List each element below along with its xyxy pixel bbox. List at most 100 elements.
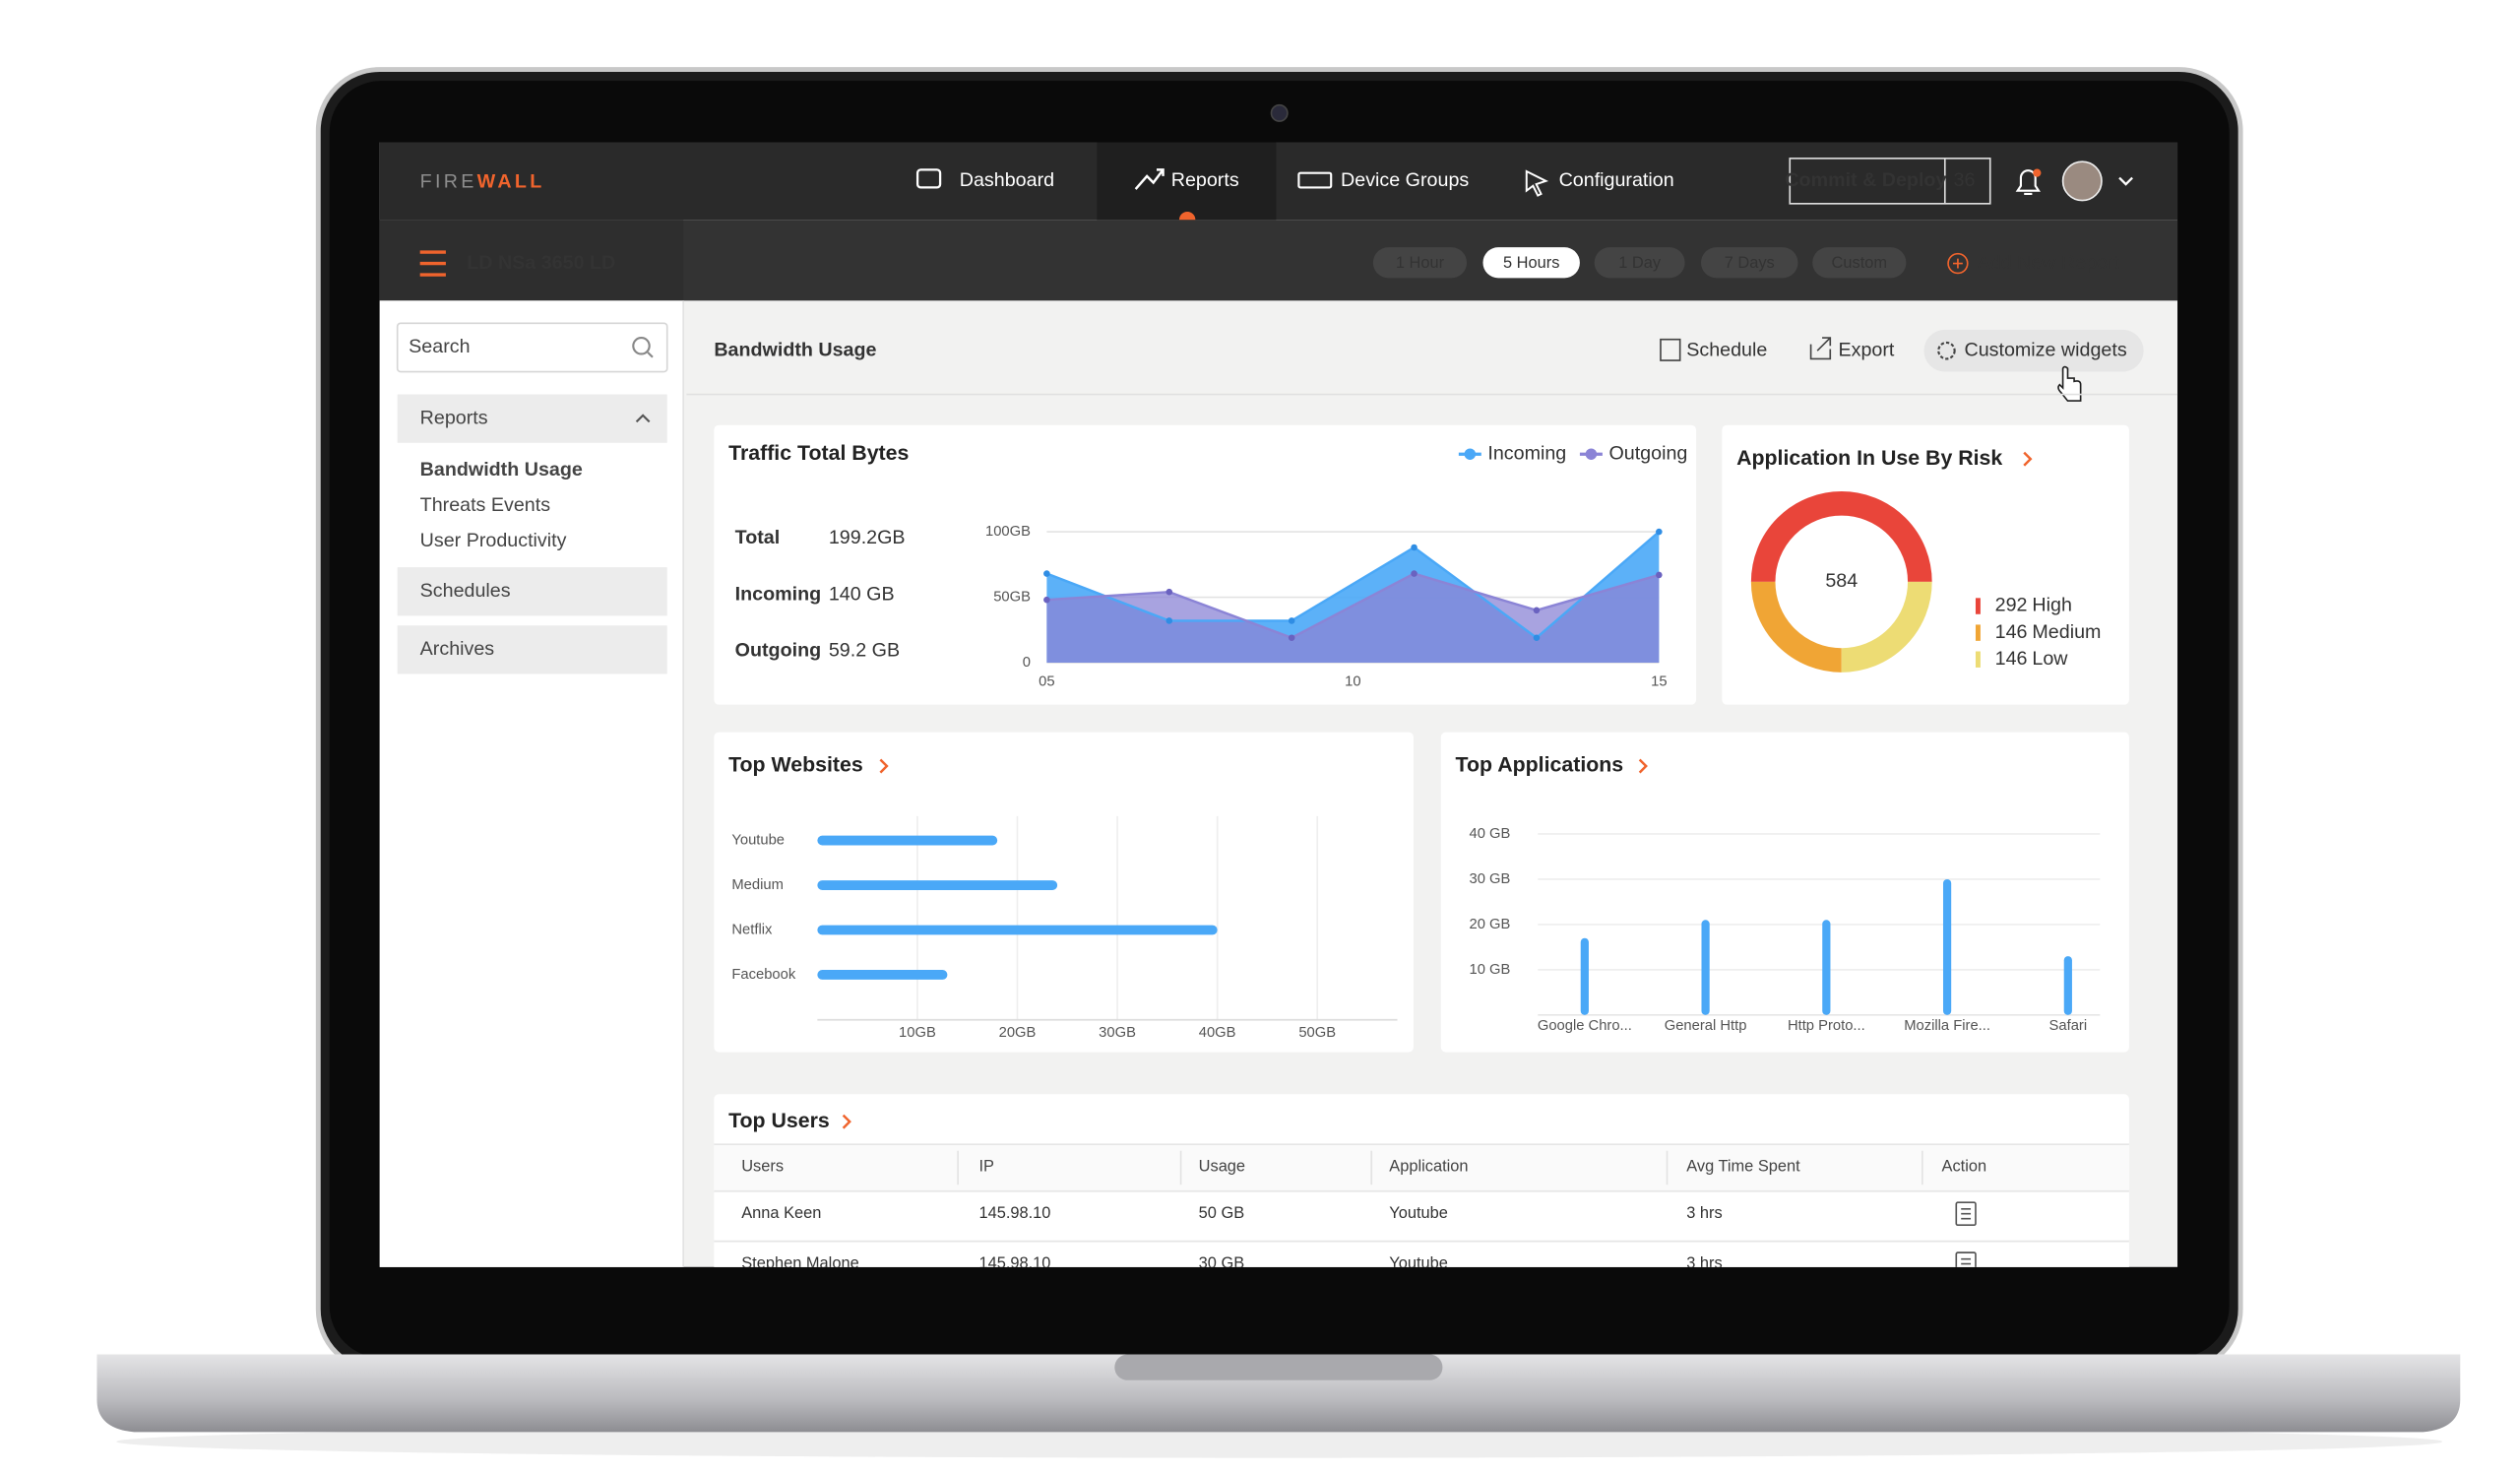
menu-item[interactable]: Threats Events bbox=[420, 494, 551, 516]
point bbox=[1043, 570, 1050, 577]
point bbox=[1411, 544, 1418, 551]
area-fill bbox=[1046, 573, 1660, 663]
customize-button[interactable] bbox=[1923, 329, 2144, 372]
device-panel bbox=[379, 220, 684, 301]
card-title[interactable]: Top Websites bbox=[728, 753, 863, 777]
y-tick-label: Netflix bbox=[731, 922, 773, 937]
deploy-count: 36 bbox=[1954, 169, 1976, 191]
point bbox=[1533, 607, 1541, 614]
column-header: Avg Time Spent bbox=[1686, 1157, 1800, 1175]
bar bbox=[817, 925, 1218, 935]
y-tick-label: 10 GB bbox=[1469, 962, 1510, 978]
search-box[interactable] bbox=[396, 322, 668, 373]
card-title[interactable]: Top Applications bbox=[1456, 753, 1624, 777]
search-icon bbox=[647, 352, 654, 358]
plus bbox=[1953, 258, 1963, 269]
card-title[interactable]: Top Users bbox=[728, 1109, 830, 1132]
card-title[interactable]: Application In Use By Risk bbox=[1736, 446, 2002, 470]
menu-item-active[interactable]: Bandwidth Usage bbox=[420, 459, 583, 481]
action-icon-lines bbox=[1961, 1257, 1972, 1265]
bar bbox=[817, 835, 998, 846]
logo-suffix: WALL bbox=[477, 171, 545, 193]
menu-section[interactable] bbox=[397, 625, 667, 674]
legend-swatch bbox=[1975, 651, 1981, 668]
pill-active[interactable] bbox=[1482, 247, 1580, 279]
nav-item[interactable]: Reports bbox=[1171, 169, 1239, 191]
table-header bbox=[714, 1144, 2129, 1191]
chevron[interactable] bbox=[842, 1114, 851, 1129]
donut-segment bbox=[1750, 581, 1843, 673]
camera bbox=[1270, 103, 1289, 122]
bell-icon[interactable] bbox=[2015, 169, 2041, 196]
x-tick-label: 20GB bbox=[999, 1025, 1037, 1041]
legend-swatch bbox=[1464, 448, 1477, 460]
x-tick-label: 30GB bbox=[1099, 1025, 1136, 1041]
chevron-down[interactable] bbox=[2118, 176, 2133, 186]
device-icon bbox=[1297, 171, 1333, 189]
point bbox=[1288, 634, 1295, 642]
point bbox=[1533, 634, 1541, 642]
x-tick-label: Mozilla Fire... bbox=[1904, 1018, 1990, 1034]
chevron[interactable] bbox=[879, 758, 889, 774]
deploy-button[interactable] bbox=[1789, 158, 1991, 205]
chevron[interactable] bbox=[1638, 758, 1648, 774]
legend-label: Incoming bbox=[1487, 442, 1566, 464]
chevron-up bbox=[635, 414, 651, 423]
logo: FIREWALL bbox=[420, 171, 545, 193]
y-tick-label: Medium bbox=[731, 877, 784, 893]
reports-icon bbox=[1134, 168, 1165, 190]
stat-label: Outgoing bbox=[735, 640, 821, 662]
pill[interactable] bbox=[1372, 247, 1468, 279]
point bbox=[1656, 528, 1663, 536]
pill[interactable] bbox=[1812, 247, 1907, 279]
point bbox=[1166, 617, 1173, 624]
pill[interactable] bbox=[1594, 247, 1685, 279]
chevron[interactable] bbox=[2023, 451, 2033, 467]
card bbox=[714, 732, 1414, 1053]
stat-label: Incoming bbox=[735, 583, 821, 605]
donut-segment bbox=[1750, 491, 1932, 583]
action-icon[interactable] bbox=[1955, 1201, 1977, 1227]
bar bbox=[1580, 937, 1589, 1015]
legend-value: 292 bbox=[1995, 595, 2028, 616]
legend-value: 146 bbox=[1995, 621, 2028, 643]
y-tick-label: Facebook bbox=[731, 967, 795, 983]
action[interactable]: Schedule bbox=[1686, 339, 1767, 360]
menu-link: Schedules bbox=[420, 580, 511, 602]
config-icon bbox=[1525, 169, 1549, 197]
top-bar bbox=[379, 142, 2178, 221]
menu-link: Archives bbox=[420, 638, 495, 660]
add-report[interactable]: Add New Report bbox=[1978, 252, 2120, 274]
action-icon[interactable] bbox=[1955, 1251, 1977, 1275]
export-icon bbox=[1809, 337, 1832, 360]
bar bbox=[1822, 920, 1831, 1015]
sidebar bbox=[379, 300, 684, 1267]
menu-section[interactable] bbox=[397, 567, 667, 616]
cell: Anna Keen bbox=[741, 1204, 821, 1222]
nav-item[interactable]: Dashboard bbox=[960, 169, 1054, 191]
x-tick-label: Safari bbox=[2049, 1018, 2088, 1034]
stat-value: 140 GB bbox=[829, 583, 895, 605]
pill-label: 7 Days bbox=[1725, 254, 1775, 272]
table: Users IP Usage Application Avg Time Spent Act… bbox=[714, 1143, 2129, 1275]
notch bbox=[1114, 1354, 1443, 1380]
x-tick-label: Http Proto... bbox=[1788, 1018, 1865, 1034]
menu-item[interactable]: User Productivity bbox=[420, 530, 567, 551]
x-tick-label: 10 bbox=[1345, 674, 1360, 690]
search-placeholder: Search bbox=[409, 336, 470, 357]
action[interactable]: Export bbox=[1838, 339, 1894, 360]
pill[interactable] bbox=[1701, 247, 1798, 279]
menu-icon[interactable] bbox=[419, 250, 446, 277]
nav-item[interactable]: Configuration bbox=[1559, 169, 1674, 191]
avatar[interactable] bbox=[2061, 160, 2103, 202]
nav-item[interactable]: Device Groups bbox=[1341, 169, 1469, 191]
charts: Total 199.2GB Incoming 140 GB Outgoing 59.2 G… bbox=[731, 442, 2101, 1040]
x-tick-label: Google Chro... bbox=[1538, 1018, 1632, 1034]
laptop-base bbox=[96, 1354, 2461, 1433]
column-header: Application bbox=[1389, 1157, 1468, 1175]
section-header[interactable] bbox=[397, 394, 667, 443]
y-tick-label: 20 GB bbox=[1469, 917, 1510, 932]
cell: 145.98.10 bbox=[978, 1254, 1050, 1272]
